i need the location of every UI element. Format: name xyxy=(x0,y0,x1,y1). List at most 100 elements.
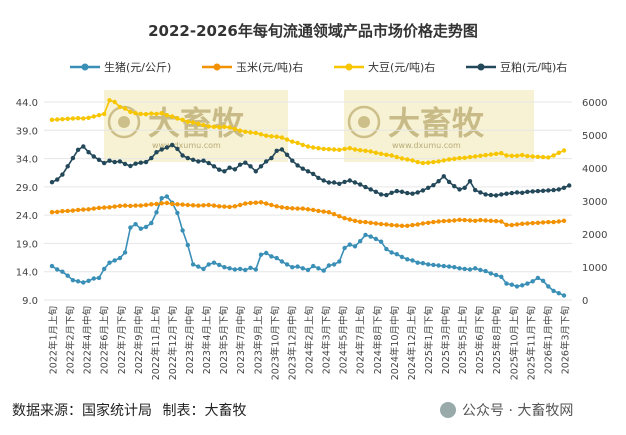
data-point xyxy=(462,217,467,223)
data-point xyxy=(269,202,274,208)
data-point xyxy=(65,116,70,122)
right-tick-label: 3000 xyxy=(582,197,607,208)
wechat-icon xyxy=(440,402,456,418)
data-point xyxy=(342,146,347,152)
data-point xyxy=(520,190,525,195)
data-point xyxy=(305,144,311,149)
data-point xyxy=(112,204,117,209)
data-point xyxy=(170,114,175,119)
data-point xyxy=(190,120,196,125)
data-point xyxy=(232,267,238,272)
data-point xyxy=(352,180,358,185)
data-point xyxy=(55,177,60,182)
data-point xyxy=(81,144,86,149)
data-point xyxy=(399,156,405,161)
data-point xyxy=(509,222,514,228)
data-point xyxy=(237,128,243,133)
right-tick-label: 4000 xyxy=(582,164,607,175)
left-tick-label: 29.0 xyxy=(16,183,38,194)
data-point xyxy=(473,218,478,223)
data-point xyxy=(473,266,478,271)
legend-marker-3 xyxy=(345,63,353,71)
data-point xyxy=(175,116,180,121)
data-point xyxy=(201,266,206,272)
data-point xyxy=(441,218,446,224)
data-point xyxy=(378,192,384,197)
x-tick-label: 2023年12月中旬 xyxy=(286,306,298,380)
data-point xyxy=(431,159,436,165)
data-point xyxy=(180,117,185,123)
data-point xyxy=(217,124,222,130)
data-point xyxy=(279,205,285,210)
legend-marker-4 xyxy=(477,63,485,71)
data-point xyxy=(279,259,285,264)
data-point xyxy=(561,218,567,223)
data-point xyxy=(154,150,159,155)
right-axis: 0 1000 2000 3000 4000 5000 6000 xyxy=(582,98,607,307)
data-point xyxy=(337,147,342,152)
data-point xyxy=(264,133,269,138)
data-point xyxy=(102,111,107,117)
legend-label-4: 豆粕(元/吨)右 xyxy=(500,60,567,74)
data-point xyxy=(525,153,530,159)
data-point xyxy=(415,222,420,227)
data-point xyxy=(436,263,441,268)
data-point xyxy=(143,159,149,165)
data-point xyxy=(180,202,185,207)
data-point xyxy=(264,201,269,206)
data-point xyxy=(133,222,138,227)
data-point xyxy=(509,282,514,287)
left-tick-label: 44.0 xyxy=(16,98,38,109)
wechat-label: 公众号 · 大畜牧网 xyxy=(462,403,574,419)
data-point xyxy=(274,148,279,153)
data-point xyxy=(368,149,373,154)
x-tick-label: 2026年1月中旬 xyxy=(542,306,554,374)
data-point xyxy=(504,191,509,196)
data-point xyxy=(561,148,567,153)
data-point xyxy=(284,137,290,142)
data-point xyxy=(436,219,441,224)
data-point xyxy=(49,117,55,123)
data-point xyxy=(556,291,561,296)
data-point xyxy=(457,187,462,192)
legend-marker-2 xyxy=(213,63,221,71)
data-point xyxy=(243,267,248,273)
data-point xyxy=(86,150,91,155)
data-point xyxy=(258,164,264,169)
data-point xyxy=(279,147,285,152)
data-point xyxy=(399,189,405,194)
data-point xyxy=(143,112,149,117)
data-point xyxy=(473,154,478,159)
data-point xyxy=(352,147,358,152)
data-point xyxy=(201,158,206,163)
data-point xyxy=(426,220,431,225)
data-point xyxy=(138,111,143,117)
data-point xyxy=(514,222,520,227)
watermark-logo-icon xyxy=(347,105,381,139)
data-point xyxy=(378,221,384,227)
data-point xyxy=(420,188,426,193)
data-point xyxy=(520,283,525,288)
data-point xyxy=(91,276,97,281)
data-point xyxy=(159,111,164,116)
data-point xyxy=(96,113,102,118)
data-point xyxy=(274,134,279,139)
x-tick-label: 2024年3月下旬 xyxy=(321,306,333,374)
data-point xyxy=(420,261,426,266)
data-point xyxy=(284,205,290,211)
data-point xyxy=(405,223,410,228)
data-point xyxy=(373,150,379,155)
data-point xyxy=(290,265,295,270)
data-point xyxy=(237,162,243,167)
x-tick-label: 2025年6月下旬 xyxy=(474,306,486,374)
data-point xyxy=(227,266,232,271)
data-point xyxy=(70,155,76,161)
data-point xyxy=(295,140,300,146)
data-point xyxy=(248,265,253,270)
data-point xyxy=(122,161,128,167)
x-tick-label: 2025年10月上旬 xyxy=(508,306,520,380)
data-point xyxy=(556,150,561,155)
data-point xyxy=(222,169,227,174)
data-point xyxy=(86,115,91,121)
data-point xyxy=(117,159,123,164)
